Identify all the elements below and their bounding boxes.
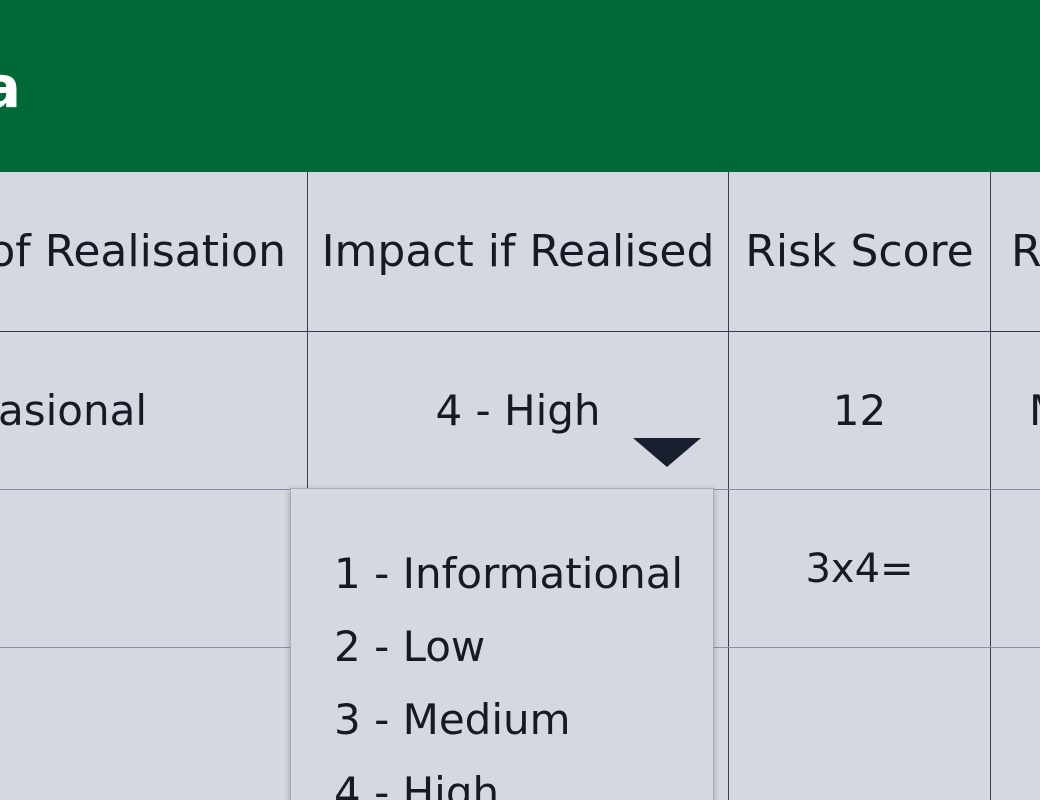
column-divider — [990, 172, 991, 800]
column-header-risk-score[interactable]: Risk Score — [745, 225, 974, 277]
title-bar: ata — [0, 0, 1040, 172]
sheet-title: ata — [0, 53, 22, 121]
cell-rating[interactable]: M — [991, 332, 1040, 489]
dropdown-arrow-icon[interactable] — [633, 438, 701, 467]
header-row-divider — [0, 331, 1040, 332]
cell-risk-score[interactable]: 12 — [832, 385, 887, 435]
column-divider — [307, 172, 308, 800]
risk-table: of Realisation Impact if Realised Risk S… — [0, 172, 1040, 800]
column-divider — [728, 172, 729, 800]
column-header-likelihood[interactable]: of Realisation — [0, 225, 286, 277]
dropdown-option[interactable]: 3 - Medium — [334, 695, 571, 744]
cell-risk-score-formula[interactable]: 3x4= — [805, 545, 914, 592]
dropdown-option[interactable]: 2 - Low — [334, 622, 486, 671]
column-header-rating[interactable]: R — [1011, 225, 1040, 277]
dropdown-option[interactable]: 1 - Informational — [334, 549, 684, 598]
cell-likelihood[interactable]: asional — [0, 385, 147, 435]
cell-likelihood[interactable] — [0, 490, 307, 647]
column-header-impact[interactable]: Impact if Realised — [321, 225, 715, 277]
impact-dropdown-list: 1 - Informational 2 - Low 3 - Medium 4 -… — [290, 488, 714, 800]
dropdown-option[interactable]: 4 - High — [334, 768, 500, 800]
cell-impact[interactable]: 4 - High — [435, 385, 601, 435]
